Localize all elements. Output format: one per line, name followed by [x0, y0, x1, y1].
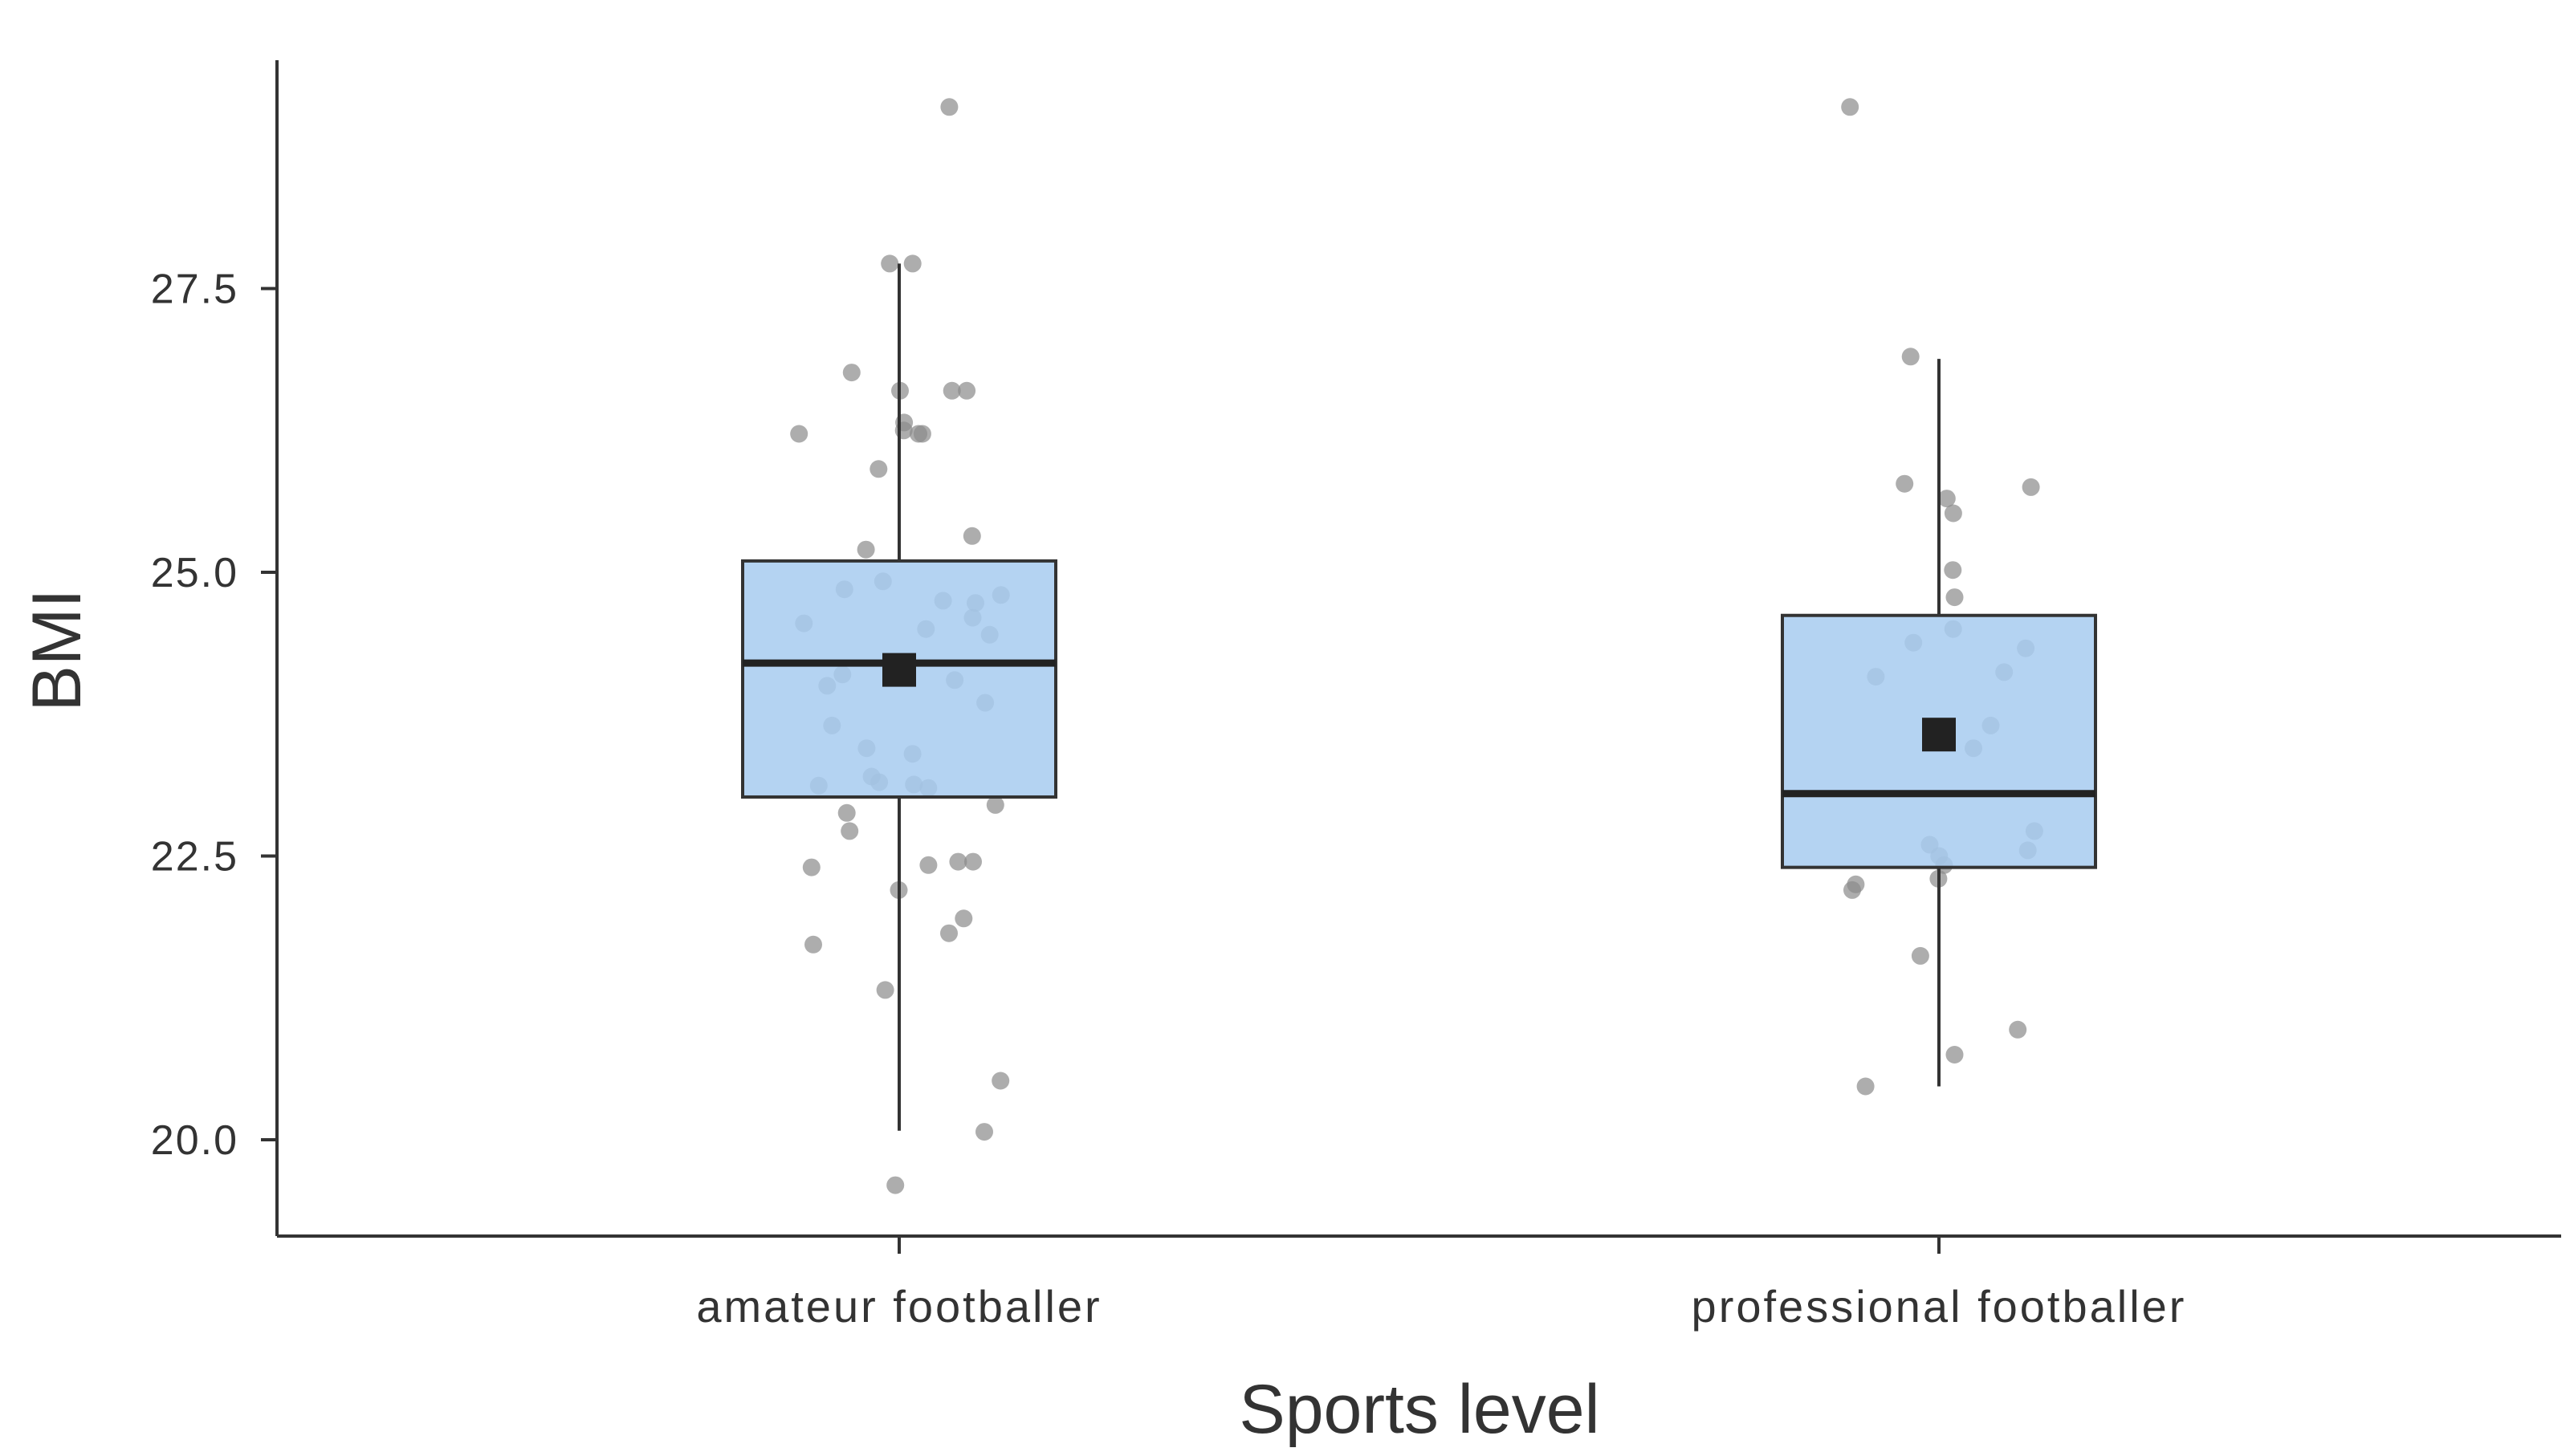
- x-axis-title: Sports level: [1239, 1371, 1599, 1448]
- data-point: [2022, 478, 2040, 496]
- y-tick-label: 22.5: [151, 834, 238, 881]
- data-point: [949, 852, 967, 871]
- data-point: [1944, 561, 1962, 580]
- data-point: [903, 254, 922, 273]
- data-point: [842, 364, 861, 382]
- data-point: [2009, 1020, 2027, 1039]
- data-point: [1945, 588, 1964, 607]
- data-point: [919, 856, 938, 874]
- data-point: [1937, 490, 1956, 508]
- data-point: [881, 254, 899, 273]
- data-point: [802, 858, 821, 876]
- data-point: [963, 527, 981, 545]
- data-point: [804, 935, 822, 954]
- data-point: [964, 852, 982, 871]
- mean-marker: [882, 653, 916, 687]
- data-point: [870, 460, 888, 478]
- data-point: [837, 803, 856, 822]
- x-tick-label: amateur footballer: [696, 1281, 1102, 1332]
- data-point: [1944, 504, 1962, 523]
- data-point: [841, 822, 859, 840]
- data-point: [1901, 348, 1920, 366]
- y-tick-label: 20.0: [151, 1117, 238, 1164]
- data-point: [975, 1123, 993, 1141]
- data-point: [790, 425, 808, 443]
- data-point: [1841, 98, 1859, 116]
- mean-marker: [1922, 718, 1956, 752]
- data-point: [955, 909, 973, 928]
- data-point: [992, 1072, 1010, 1090]
- data-point: [857, 540, 875, 559]
- y-tick-label: 27.5: [151, 266, 238, 313]
- data-point: [986, 795, 1004, 814]
- y-axis-title: BMI: [18, 589, 96, 712]
- data-point: [940, 924, 958, 942]
- axes-layer: [275, 60, 2561, 1238]
- data-point: [1945, 1046, 1964, 1064]
- data-point: [1911, 946, 1929, 965]
- data-point: [1856, 1077, 1875, 1096]
- data-point: [940, 98, 959, 116]
- data-point: [876, 981, 894, 999]
- y-tick-label: 25.0: [151, 550, 238, 596]
- data-point: [913, 425, 931, 443]
- x-tick-label: professional footballer: [1692, 1281, 2187, 1332]
- data-point: [943, 381, 961, 400]
- data-point: [886, 1176, 905, 1194]
- data-point: [958, 381, 976, 400]
- data-point: [1843, 881, 1861, 899]
- ticks-layer: 20.0 22.5 25.0 27.5 amateur footballer profes…: [151, 266, 2187, 1332]
- data-point: [1896, 474, 1914, 493]
- boxes-layer: [741, 263, 2097, 1131]
